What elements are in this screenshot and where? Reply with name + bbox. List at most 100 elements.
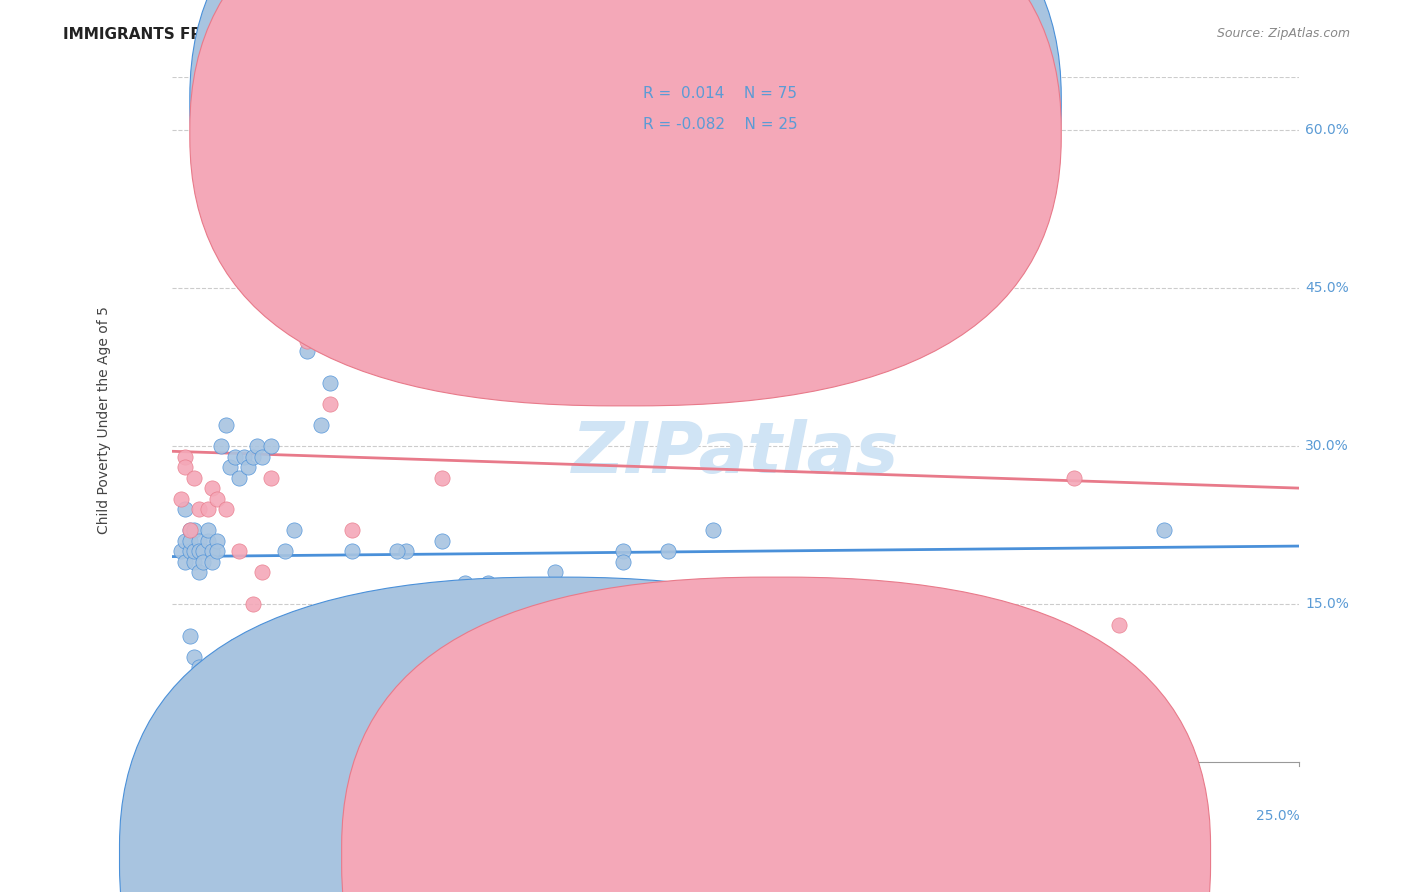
- Point: [174, 502, 197, 516]
- Point: [187, 544, 209, 558]
- Point: [215, 417, 238, 432]
- Point: [512, 607, 534, 622]
- Point: [432, 533, 454, 548]
- Point: [170, 544, 193, 558]
- Text: 60.0%: 60.0%: [1305, 123, 1348, 137]
- Point: [183, 523, 205, 537]
- Point: [250, 566, 273, 580]
- Point: [454, 575, 477, 590]
- Point: [193, 544, 215, 558]
- Point: [219, 649, 242, 664]
- Point: [395, 544, 418, 558]
- Point: [228, 470, 250, 484]
- Text: ZIPatlas: ZIPatlas: [572, 419, 900, 489]
- Text: 45.0%: 45.0%: [1305, 281, 1348, 295]
- Point: [209, 671, 232, 685]
- Point: [242, 597, 264, 611]
- Point: [702, 523, 724, 537]
- Point: [260, 470, 283, 484]
- Point: [193, 555, 215, 569]
- Point: [377, 618, 399, 632]
- Text: □  Comanche: □ Comanche: [768, 847, 863, 861]
- Point: [612, 544, 634, 558]
- Point: [187, 566, 209, 580]
- Point: [209, 439, 232, 453]
- Text: 0.0%: 0.0%: [172, 809, 207, 823]
- Point: [201, 555, 224, 569]
- Text: R =  0.014    N = 75: R = 0.014 N = 75: [643, 87, 797, 101]
- Point: [187, 533, 209, 548]
- Point: [295, 618, 318, 632]
- Text: R = -0.082    N = 25: R = -0.082 N = 25: [643, 118, 797, 132]
- Point: [205, 491, 228, 506]
- Point: [246, 439, 269, 453]
- Point: [197, 533, 219, 548]
- Point: [174, 555, 197, 569]
- Point: [354, 607, 377, 622]
- Point: [179, 629, 201, 643]
- Point: [657, 639, 679, 653]
- Text: Child Poverty Under the Age of 5: Child Poverty Under the Age of 5: [97, 306, 111, 533]
- Point: [197, 502, 219, 516]
- Point: [387, 544, 409, 558]
- Point: [567, 586, 589, 600]
- Point: [747, 649, 769, 664]
- Point: [1153, 523, 1175, 537]
- Point: [187, 660, 209, 674]
- Point: [201, 691, 224, 706]
- Text: 25.0%: 25.0%: [1256, 809, 1299, 823]
- Point: [477, 629, 499, 643]
- Text: Source: ZipAtlas.com: Source: ZipAtlas.com: [1216, 27, 1350, 40]
- Point: [657, 618, 679, 632]
- Point: [187, 502, 209, 516]
- Text: □  Immigrants from Iraq: □ Immigrants from Iraq: [506, 847, 675, 861]
- Point: [205, 544, 228, 558]
- Point: [174, 533, 197, 548]
- Text: 15.0%: 15.0%: [1305, 597, 1348, 611]
- Point: [179, 533, 201, 548]
- Point: [193, 671, 215, 685]
- Point: [340, 639, 363, 653]
- Point: [250, 671, 273, 685]
- Point: [273, 312, 295, 326]
- Point: [575, 586, 598, 600]
- Point: [224, 450, 246, 464]
- Point: [183, 544, 205, 558]
- Point: [174, 450, 197, 464]
- Point: [318, 397, 340, 411]
- Point: [295, 334, 318, 348]
- Point: [201, 544, 224, 558]
- Point: [205, 533, 228, 548]
- Point: [170, 491, 193, 506]
- Point: [209, 176, 232, 190]
- Point: [183, 649, 205, 664]
- Point: [422, 607, 444, 622]
- Point: [477, 575, 499, 590]
- Point: [179, 523, 201, 537]
- Point: [973, 618, 995, 632]
- Point: [183, 470, 205, 484]
- Point: [657, 544, 679, 558]
- Point: [309, 417, 332, 432]
- Point: [215, 660, 238, 674]
- Point: [295, 344, 318, 359]
- Point: [273, 618, 295, 632]
- Point: [197, 681, 219, 696]
- Point: [197, 523, 219, 537]
- Point: [205, 681, 228, 696]
- Point: [260, 439, 283, 453]
- Point: [228, 544, 250, 558]
- Point: [273, 544, 295, 558]
- Point: [1063, 470, 1085, 484]
- Point: [318, 376, 340, 390]
- Point: [283, 523, 305, 537]
- Point: [250, 450, 273, 464]
- Point: [340, 523, 363, 537]
- Point: [179, 523, 201, 537]
- Point: [612, 555, 634, 569]
- Point: [179, 544, 201, 558]
- Point: [219, 460, 242, 475]
- Point: [522, 597, 544, 611]
- Point: [544, 566, 567, 580]
- Point: [232, 450, 254, 464]
